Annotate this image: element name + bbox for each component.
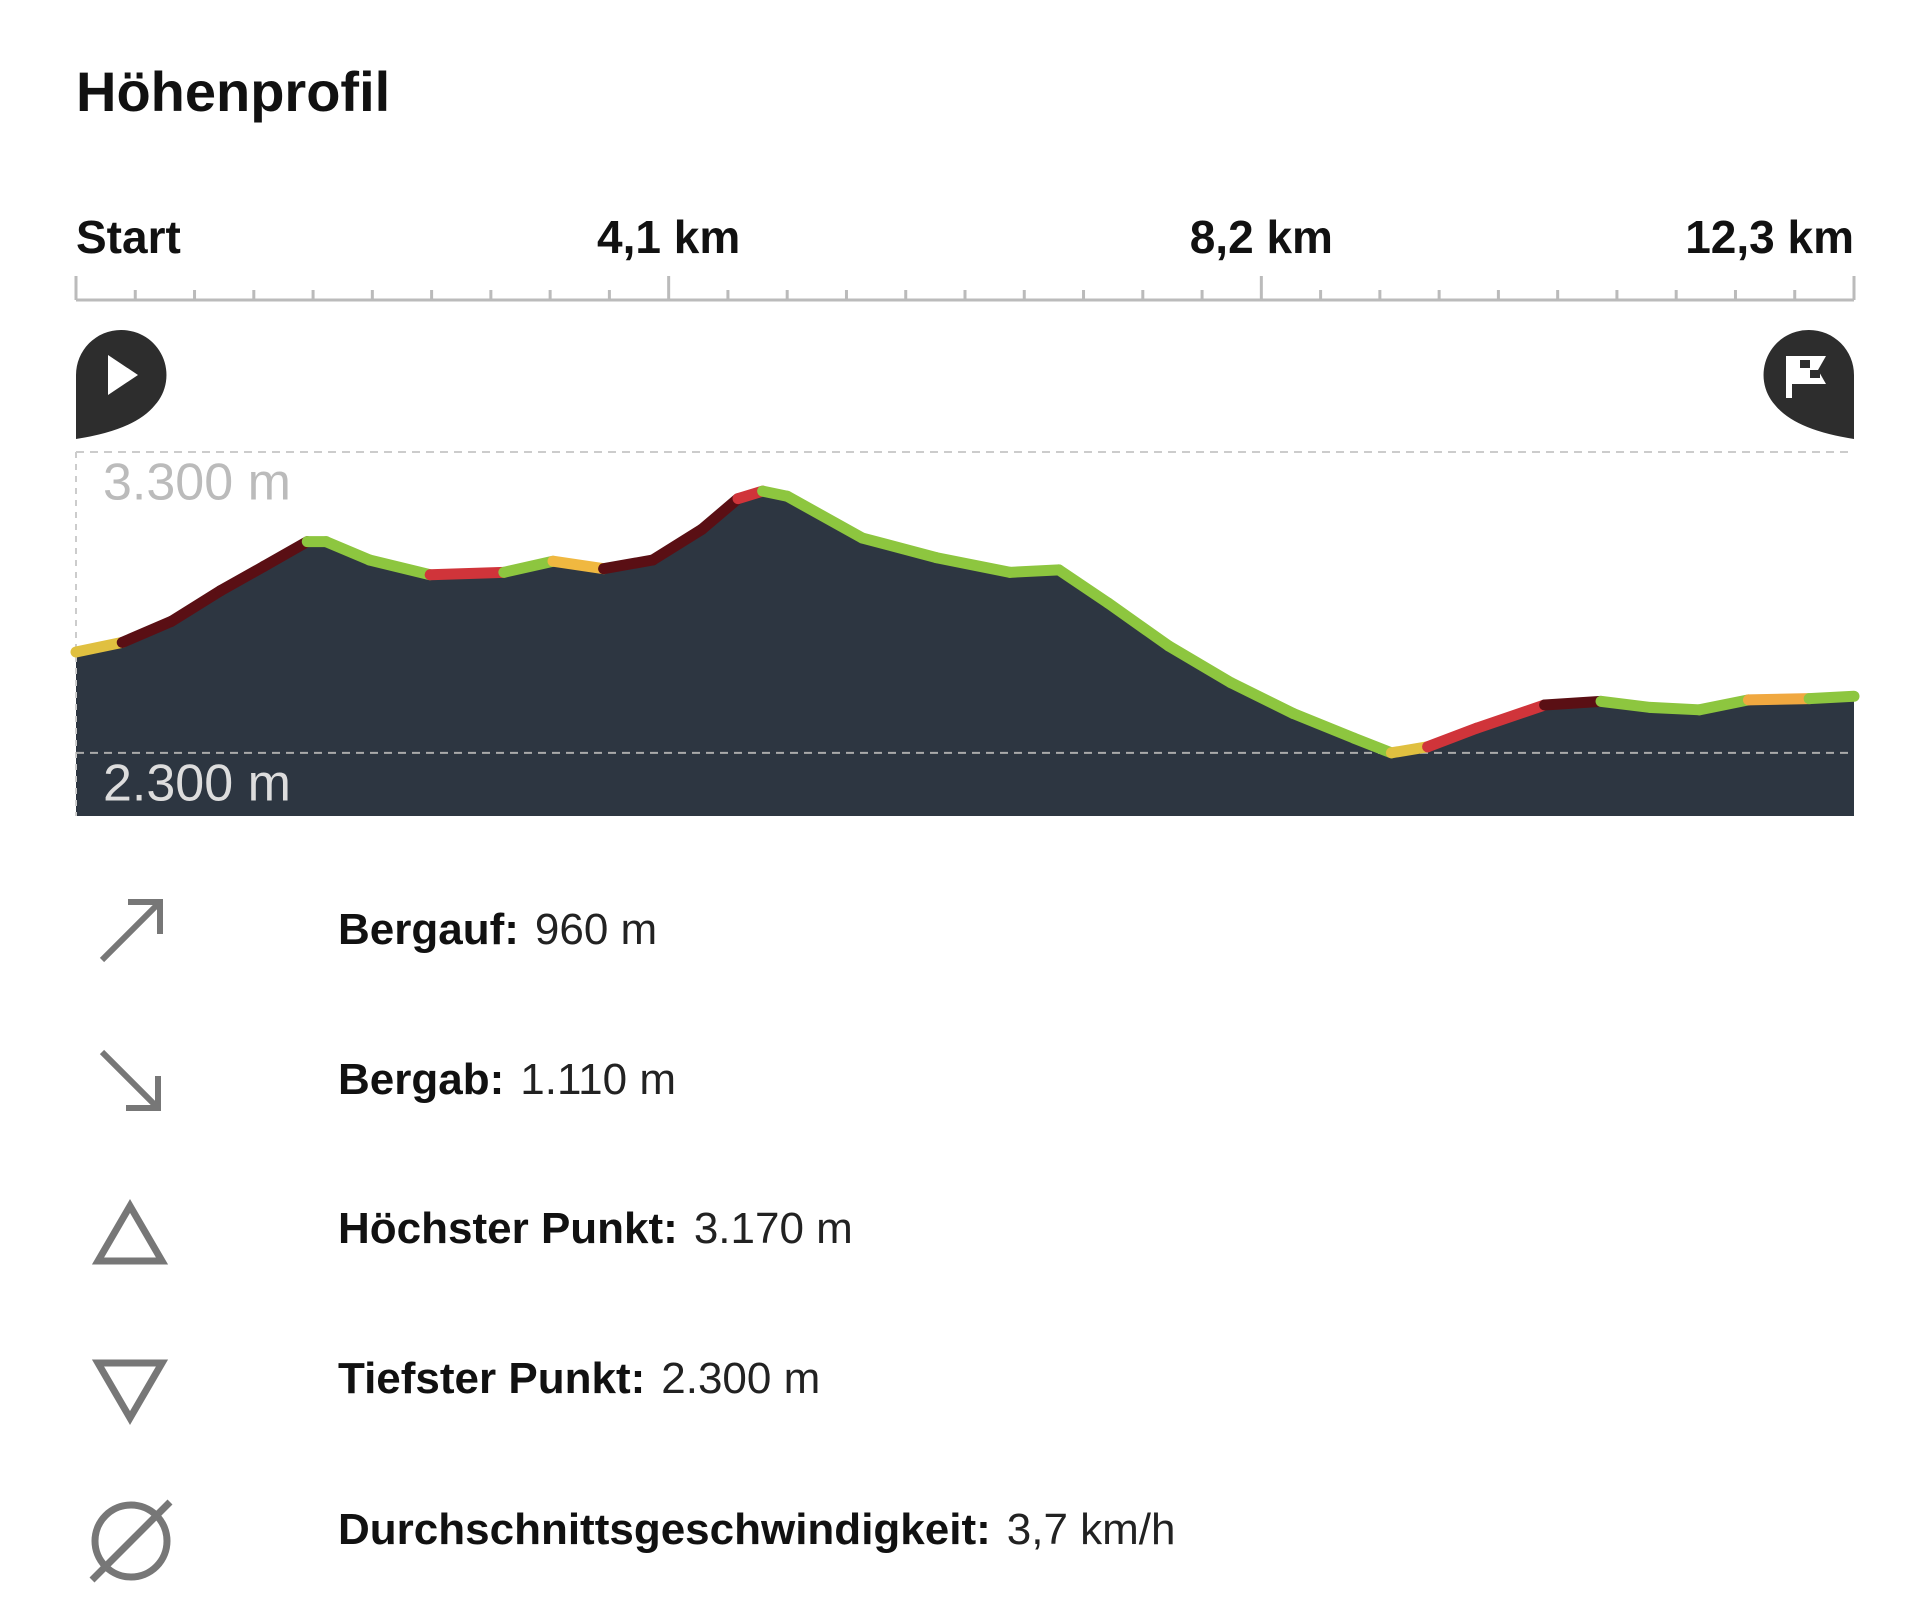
profile-segment xyxy=(1595,695,1656,713)
start-marker xyxy=(76,329,167,439)
profile-segment xyxy=(547,555,610,575)
icon-high xyxy=(91,1199,169,1265)
profile-segment xyxy=(1693,694,1754,716)
stats: Bergauf: 960 m Bergab: 1.110 m Höchster Punk… xyxy=(89,899,1176,1583)
profile-segment xyxy=(1004,564,1065,578)
profile-segment xyxy=(1742,693,1815,706)
profile-segment xyxy=(1539,695,1607,711)
profile-segment xyxy=(1287,707,1360,744)
x-tick-label: 8,2 km xyxy=(1190,211,1333,263)
profile-segment xyxy=(498,555,559,578)
profile-segment xyxy=(1348,732,1397,759)
profile-segment xyxy=(1803,690,1860,705)
icon-down xyxy=(99,1049,161,1111)
profile-segment xyxy=(1102,597,1175,652)
profile-segment xyxy=(647,523,708,566)
stat: Durchschnittsgeschwindigkeit: 3,7 km/h xyxy=(338,1505,1176,1554)
profile-segment xyxy=(215,560,270,597)
elevation-area xyxy=(76,491,1854,816)
x-tick-label: Start xyxy=(76,211,181,263)
profile-segment xyxy=(258,536,313,572)
stat-value: 3.170 m xyxy=(694,1204,853,1253)
stat-value: 3,7 km/h xyxy=(1007,1505,1176,1554)
icon-up xyxy=(99,899,163,963)
y-tick-label: 3.300 m xyxy=(103,454,291,512)
stat: Höchster Punkt: 3.170 m xyxy=(338,1204,853,1253)
profile-segment xyxy=(363,554,436,581)
profile-segment xyxy=(1385,741,1434,759)
stat-value: 1.110 m xyxy=(520,1055,676,1104)
profile-segment xyxy=(320,536,375,566)
profile-segment xyxy=(930,552,1016,578)
x-tick-label: 4,1 km xyxy=(597,211,740,263)
profile-segment xyxy=(1644,701,1705,716)
stat-value: 960 m xyxy=(535,905,657,954)
stat: Bergauf: 960 m xyxy=(338,905,657,954)
profile-segment xyxy=(781,490,868,544)
stat-label: Höchster Punkt: xyxy=(338,1204,678,1253)
y-tick-label: 2.300 m xyxy=(103,755,291,813)
profile-segment xyxy=(856,532,942,564)
profile-segment xyxy=(424,566,510,581)
profile-segment xyxy=(1422,722,1483,753)
stat: Tiefster Punkt: 2.300 m xyxy=(338,1354,820,1403)
stat-label: Bergab: xyxy=(338,1055,504,1104)
icon-average xyxy=(89,1499,173,1583)
profile-segment xyxy=(598,554,659,575)
stat-label: Bergauf: xyxy=(338,905,519,954)
elevation-chart: Start 4,1 km 8,2 km 12,3 km 3.300 m 2.300 m xyxy=(70,211,1860,816)
x-tick-label: 12,3 km xyxy=(1685,211,1854,263)
profile-segment xyxy=(1163,640,1237,689)
stat: Bergab: 1.110 m xyxy=(338,1055,676,1104)
icon-low xyxy=(91,1359,169,1425)
profile-segment xyxy=(1225,677,1299,719)
profile-segment xyxy=(696,493,744,535)
stat-label: Tiefster Punkt: xyxy=(338,1354,645,1403)
profile-segment xyxy=(1471,699,1551,734)
profile-segment xyxy=(165,585,227,627)
stat-label: Durchschnittsgeschwindigkeit: xyxy=(338,1505,991,1554)
title: Höhenprofil xyxy=(76,60,390,123)
finish-marker xyxy=(1763,329,1854,439)
profile-segment xyxy=(116,615,177,648)
profile-segment xyxy=(1053,564,1114,609)
profile-segment xyxy=(70,636,128,658)
stat-value: 2.300 m xyxy=(661,1354,820,1403)
